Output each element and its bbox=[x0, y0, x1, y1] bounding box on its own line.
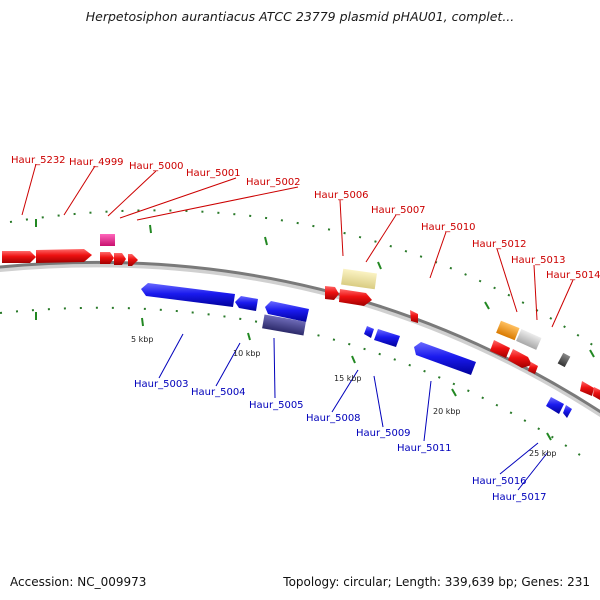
gene-haur-4999[interactable] bbox=[36, 249, 92, 263]
forward-strand-genes bbox=[2, 234, 600, 400]
scale-label-10kbp: 10 kbp bbox=[233, 349, 261, 358]
label-haur-5003[interactable]: Haur_5003 bbox=[134, 379, 189, 390]
label-haur-5014[interactable]: Haur_5014 bbox=[546, 270, 600, 281]
inner-major-ticks bbox=[35, 312, 552, 441]
gene-haur-5018[interactable] bbox=[593, 387, 600, 400]
gene-orange-feature[interactable] bbox=[496, 320, 520, 341]
label-haur-5017[interactable]: Haur_5017 bbox=[492, 492, 547, 503]
accession-text: Accession: NC_009973 bbox=[10, 575, 147, 589]
gene-slate-feature[interactable] bbox=[262, 314, 306, 336]
label-haur-5012[interactable]: Haur_5012 bbox=[472, 239, 527, 250]
gene-haur-5010[interactable] bbox=[410, 310, 418, 323]
label-haur-5004[interactable]: Haur_5004 bbox=[191, 387, 246, 398]
gene-haur-5012[interactable] bbox=[490, 340, 510, 358]
gene-haur-5006[interactable] bbox=[325, 286, 339, 300]
gene-haur-5013[interactable] bbox=[508, 349, 532, 368]
gene-haur-5232[interactable] bbox=[2, 251, 36, 263]
plasmid-backbone-core bbox=[0, 260, 600, 414]
gene-haur-5005[interactable] bbox=[265, 301, 309, 322]
label-haur-5000[interactable]: Haur_5000 bbox=[129, 161, 184, 172]
gene-haur-5008[interactable] bbox=[364, 326, 374, 338]
gene-haur-5017[interactable] bbox=[563, 405, 572, 418]
outer-major-ticks bbox=[35, 219, 595, 358]
gene-haur-5002[interactable] bbox=[128, 254, 138, 266]
label-haur-5008[interactable]: Haur_5008 bbox=[306, 413, 361, 424]
label-haur-5009[interactable]: Haur_5009 bbox=[356, 428, 411, 439]
scale-label-5kbp: 5 kbp bbox=[131, 335, 153, 344]
gene-haur-5014[interactable] bbox=[528, 362, 538, 374]
label-haur-5006[interactable]: Haur_5006 bbox=[314, 190, 369, 201]
gene-haur-5011[interactable] bbox=[414, 342, 476, 375]
label-haur-4999[interactable]: Haur_4999 bbox=[69, 157, 124, 168]
label-haur-5001[interactable]: Haur_5001 bbox=[186, 168, 241, 179]
gene-haur-5000[interactable] bbox=[100, 252, 114, 264]
label-haur-5010[interactable]: Haur_5010 bbox=[421, 222, 476, 233]
reverse-label-leaders bbox=[158, 333, 549, 491]
reverse-labels: Haur_5003 Haur_5004 Haur_5005 Haur_5008 … bbox=[134, 379, 547, 503]
label-haur-5007[interactable]: Haur_5007 bbox=[371, 205, 426, 216]
forward-labels: Haur_5232 Haur_4999 Haur_5000 Haur_5001 … bbox=[11, 155, 600, 281]
gene-haur-5009[interactable] bbox=[374, 329, 400, 347]
scale-label-20kbp: 20 kbp bbox=[433, 407, 461, 416]
label-haur-5011[interactable]: Haur_5011 bbox=[397, 443, 452, 454]
gene-haur-5004[interactable] bbox=[235, 296, 258, 311]
reverse-strand-genes bbox=[141, 283, 572, 418]
gene-haur-5015[interactable] bbox=[580, 381, 594, 396]
gene-haur-5007[interactable] bbox=[339, 289, 372, 306]
gene-dark-grey-feature[interactable] bbox=[557, 352, 571, 368]
forward-label-leaders bbox=[21, 163, 574, 328]
gene-haur-5003[interactable] bbox=[141, 283, 235, 307]
gene-pale-yellow-feature[interactable] bbox=[341, 268, 377, 290]
map-title: Herpetosiphon aurantiacus ATCC 23779 pla… bbox=[85, 9, 515, 24]
label-haur-5002[interactable]: Haur_5002 bbox=[246, 177, 301, 188]
label-haur-5016[interactable]: Haur_5016 bbox=[472, 476, 527, 487]
gene-light-grey-feature[interactable] bbox=[516, 329, 542, 350]
scale-label-15kbp: 15 kbp bbox=[334, 374, 362, 383]
label-haur-5013[interactable]: Haur_5013 bbox=[511, 255, 566, 266]
gene-haur-5001[interactable] bbox=[114, 253, 126, 265]
label-haur-5232[interactable]: Haur_5232 bbox=[11, 155, 66, 166]
plasmid-backbone bbox=[0, 261, 600, 418]
label-haur-5005[interactable]: Haur_5005 bbox=[249, 400, 304, 411]
scale-label-25kbp: 25 kbp bbox=[529, 449, 557, 458]
gene-pink-feature[interactable] bbox=[100, 234, 115, 246]
gene-haur-5016[interactable] bbox=[546, 397, 564, 414]
genome-summary-text: Topology: circular; Length: 339,639 bp; … bbox=[283, 575, 590, 589]
scale-labels: 5 kbp 10 kbp 15 kbp 20 kbp 25 kbp bbox=[131, 335, 557, 458]
